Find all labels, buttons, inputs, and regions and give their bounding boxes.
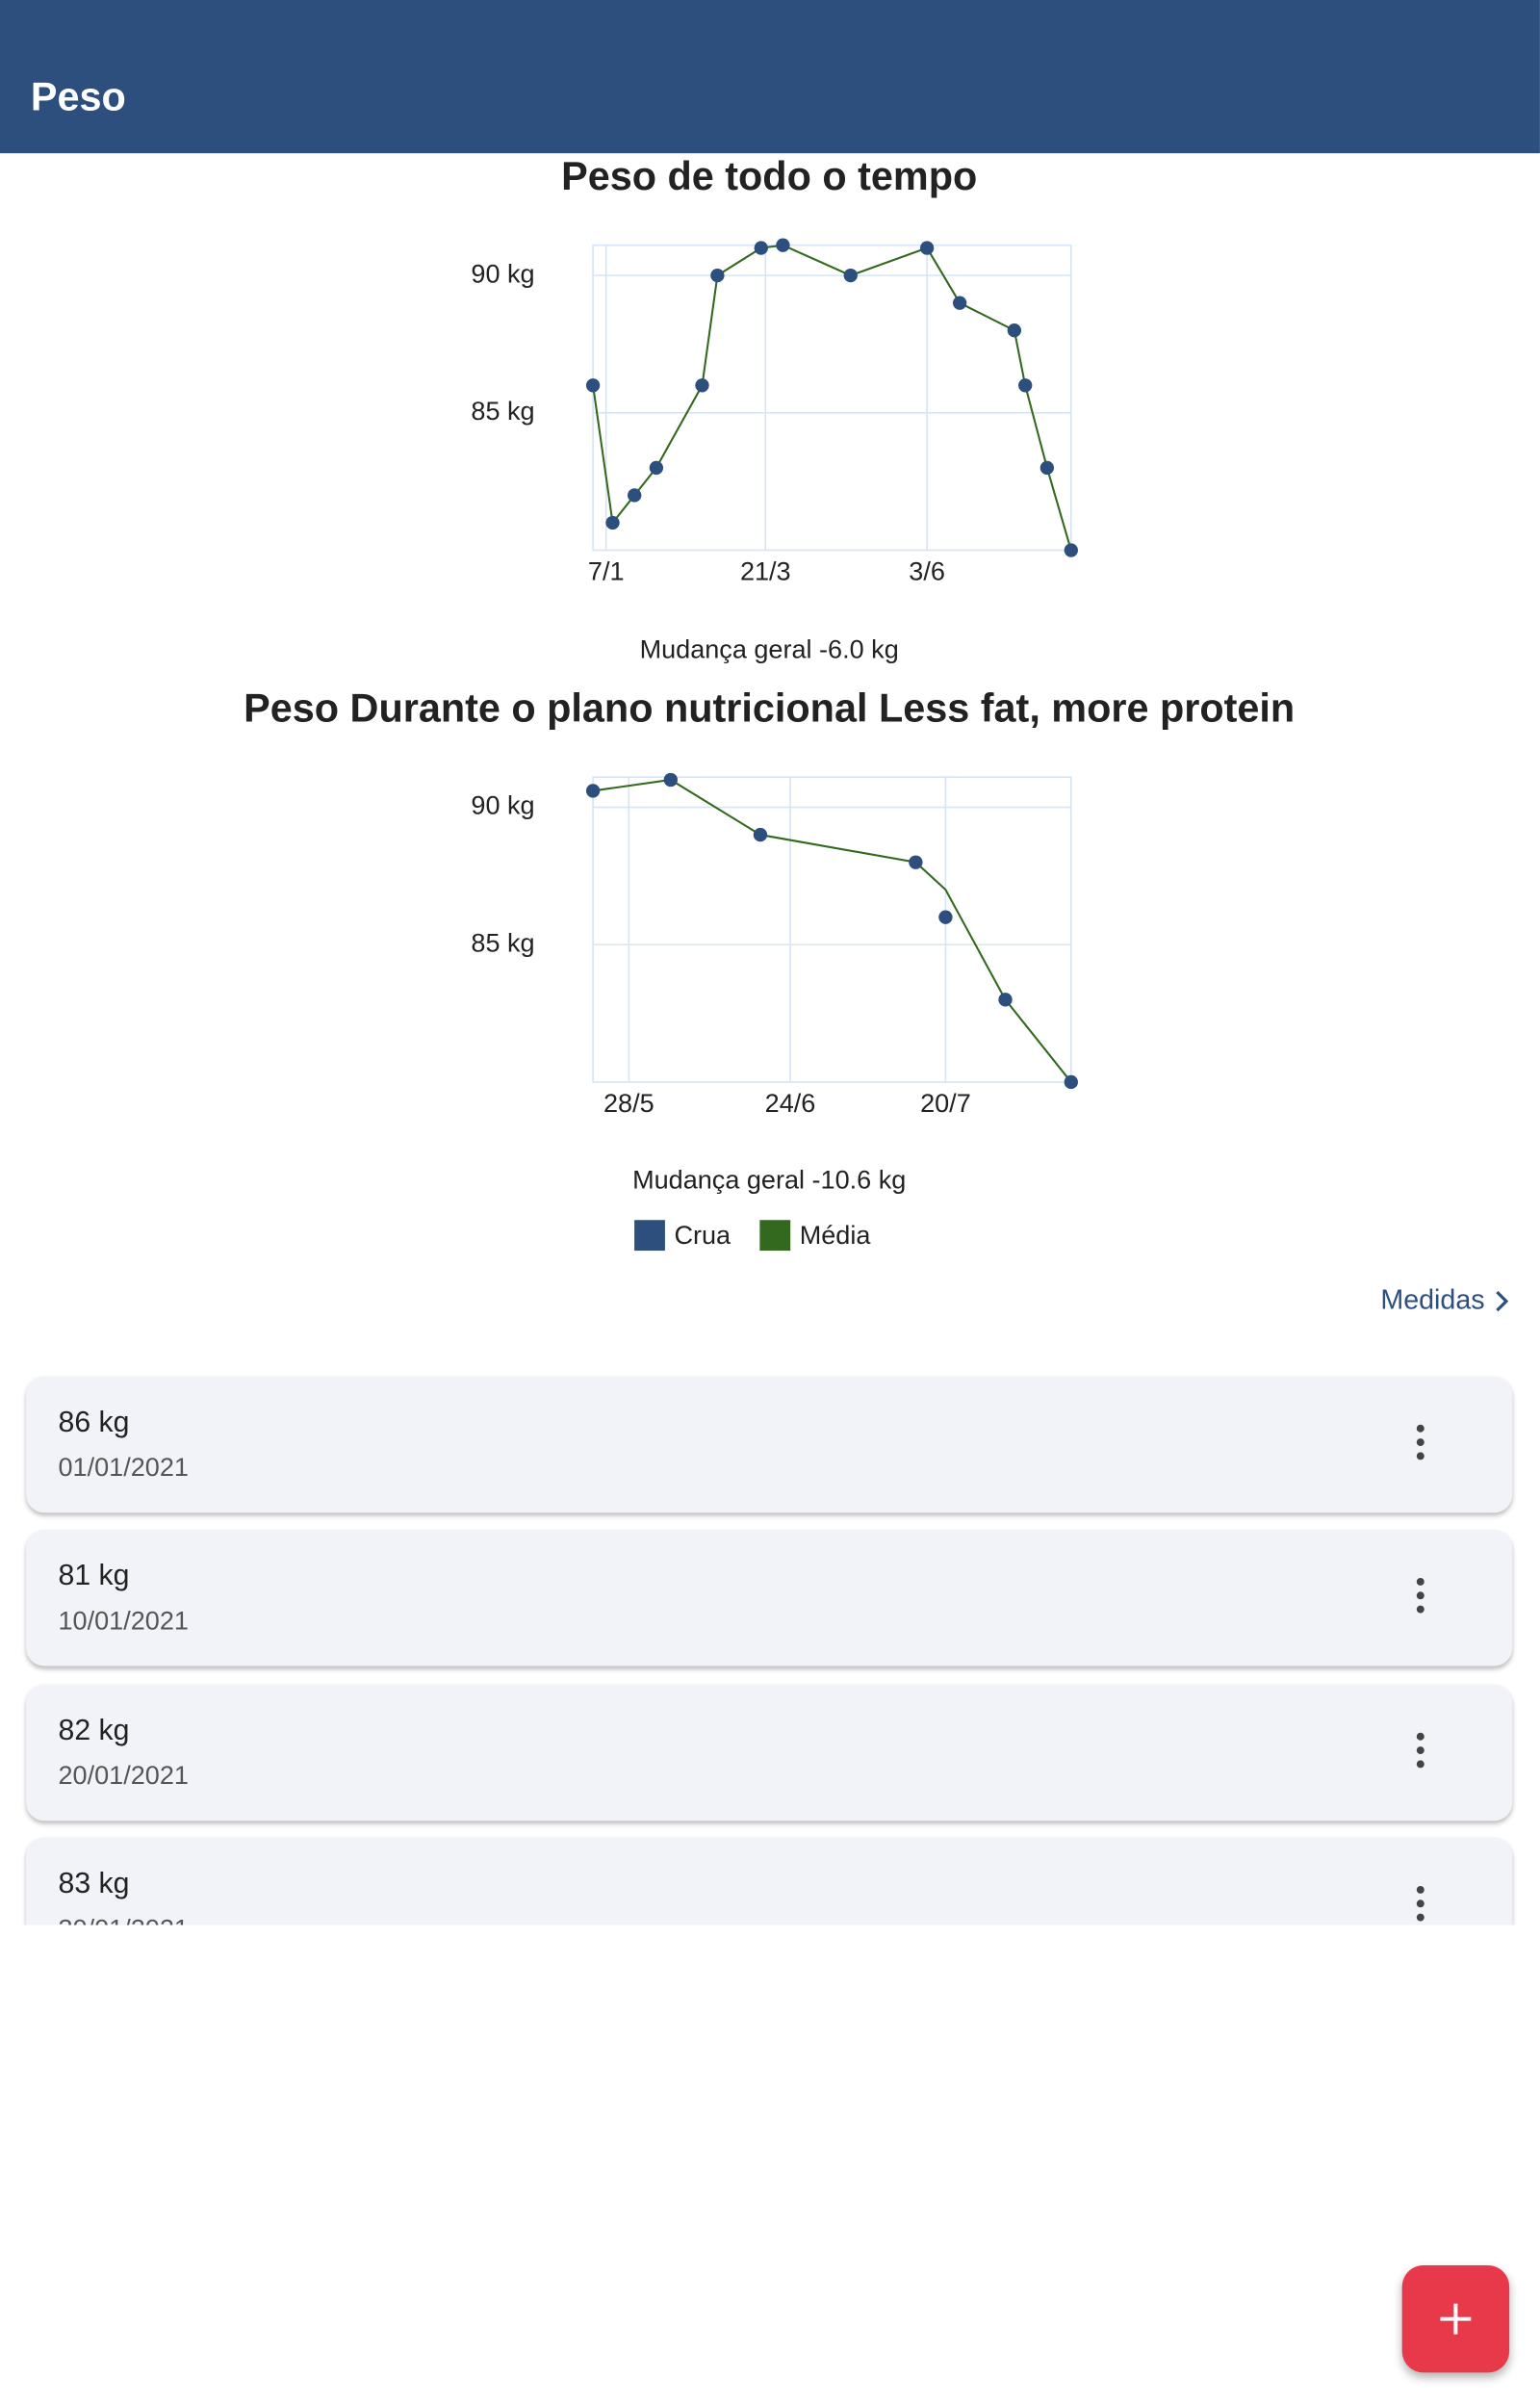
- x-tick-label: 24/6: [765, 1089, 816, 1118]
- chart-title: Peso Durante o plano nutricional Less fa…: [244, 686, 1295, 731]
- y-tick-label: 90 kg: [471, 259, 534, 288]
- data-point: [695, 378, 709, 393]
- x-tick-label: 20/7: [920, 1089, 971, 1118]
- data-point: [710, 268, 725, 283]
- data-point: [1018, 378, 1033, 393]
- average-line: [592, 778, 1072, 1083]
- entry-date: 20/01/2021: [58, 1760, 189, 1790]
- data-point: [919, 241, 935, 255]
- entry-card[interactable]: 86 kg 01/01/2021: [26, 1376, 1513, 1513]
- x-tick-label: 3/6: [909, 557, 945, 586]
- app-title: Peso: [30, 73, 126, 120]
- charts: Peso de todo o tempo 90 kg 85 kg 7/1 21/3 3/6…: [244, 154, 1295, 1252]
- entry-date: 01/01/2021: [58, 1453, 189, 1483]
- data-point: [909, 855, 923, 869]
- chart-subtitle: Mudança geral -10.6 kg: [632, 1166, 906, 1195]
- data-point: [776, 238, 790, 252]
- menu-button[interactable]: [1405, 1422, 1436, 1461]
- x-tick-label: 28/5: [603, 1089, 654, 1118]
- legend-swatch: [759, 1220, 791, 1252]
- data-point: [843, 268, 858, 283]
- data-point: [952, 296, 967, 310]
- chart-title: Peso de todo o tempo: [561, 154, 977, 198]
- x-tick-label: 21/3: [740, 557, 791, 586]
- app-bar: Peso: [0, 0, 1540, 154]
- data-point: [1064, 1074, 1078, 1090]
- legend-label: Crua: [674, 1221, 732, 1250]
- data-point: [1040, 460, 1055, 476]
- data-point: [754, 241, 768, 255]
- menu-button[interactable]: [1405, 1576, 1436, 1615]
- data-point: [938, 910, 953, 924]
- entry-weight: 81 kg: [58, 1561, 130, 1593]
- entry-card[interactable]: 83 kg 30/01/2021: [26, 1837, 1513, 1925]
- entry-date: 10/01/2021: [58, 1606, 189, 1637]
- chevron: [1496, 1290, 1509, 1311]
- entry-weight: 82 kg: [58, 1714, 130, 1747]
- data-point: [605, 515, 620, 530]
- data-point: [663, 772, 678, 788]
- legend-label: Média: [800, 1221, 872, 1250]
- measures-link[interactable]: Medidas: [1380, 1284, 1509, 1316]
- add-button[interactable]: [1401, 2264, 1510, 2373]
- entry-date: 30/01/2021: [58, 1914, 188, 1925]
- link-text: Medidas: [1380, 1284, 1485, 1315]
- data-point: [1007, 323, 1022, 338]
- menu-button[interactable]: [1405, 1883, 1436, 1923]
- y-tick-label: 85 kg: [471, 928, 534, 957]
- data-point: [585, 784, 601, 798]
- menu-button[interactable]: [1405, 1730, 1436, 1770]
- data-point: [1064, 543, 1078, 557]
- data-point: [628, 488, 642, 503]
- entry-weight: 86 kg: [58, 1407, 130, 1439]
- entry-card[interactable]: 81 kg 10/01/2021: [26, 1530, 1513, 1667]
- data-point: [585, 378, 601, 393]
- average-line: [592, 244, 1072, 551]
- plus-icon: [1440, 2303, 1472, 2335]
- x-tick-label: 7/1: [588, 557, 625, 586]
- entry-card[interactable]: 82 kg 20/01/2021: [26, 1683, 1513, 1821]
- y-tick-label: 85 kg: [471, 397, 534, 426]
- data-point: [998, 993, 1013, 1007]
- entry-list: 86 kg 01/01/2021 81 kg 10/01/2021 82 kg 20/01…: [0, 1361, 1540, 1925]
- data-point: [649, 460, 664, 476]
- plot-border: [592, 244, 1072, 552]
- data-point: [753, 827, 768, 842]
- chart-subtitle: Mudança geral -6.0 kg: [640, 635, 899, 664]
- y-tick-label: 90 kg: [471, 791, 534, 820]
- legend-swatch: [634, 1220, 665, 1252]
- entry-weight: 83 kg: [58, 1868, 130, 1900]
- plot-border: [592, 776, 1072, 1083]
